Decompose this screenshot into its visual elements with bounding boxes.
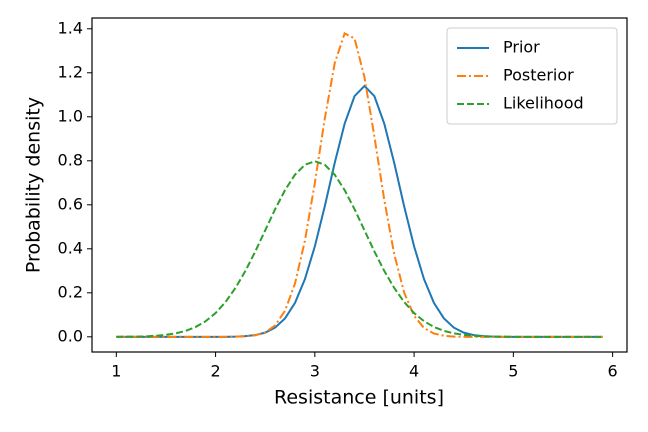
x-tick-label: 6 <box>608 362 618 381</box>
series-line <box>116 31 603 338</box>
legend-box <box>446 27 618 125</box>
x-tick-label: 1 <box>111 362 121 381</box>
x-tick-label: 4 <box>409 362 419 381</box>
legend-label: Posterior <box>503 66 574 85</box>
series-line <box>116 160 603 338</box>
plot-frame <box>91 17 628 353</box>
y-tick-label: 0.0 <box>58 326 83 345</box>
y-tick-label: 1.4 <box>58 18 83 37</box>
y-tick-label: 1.0 <box>58 106 83 125</box>
y-tick-label: 1.2 <box>58 62 83 81</box>
legend: Prior Posterior Likelihood <box>446 27 618 125</box>
x-tick-label: 3 <box>310 362 320 381</box>
x-axis-label: Resistance [units] <box>274 387 444 409</box>
y-tick-label: 0.2 <box>58 282 83 301</box>
y-tick-label: 0.6 <box>58 194 83 213</box>
legend-label: Likelihood <box>503 94 584 113</box>
x-tick-label: 2 <box>210 362 220 381</box>
x-tick-label: 5 <box>508 362 518 381</box>
y-tick-label: 0.8 <box>58 150 83 169</box>
y-axis-label: Probability density <box>23 97 45 273</box>
legend-label: Prior <box>503 38 540 57</box>
y-tick-label: 0.4 <box>58 238 83 257</box>
